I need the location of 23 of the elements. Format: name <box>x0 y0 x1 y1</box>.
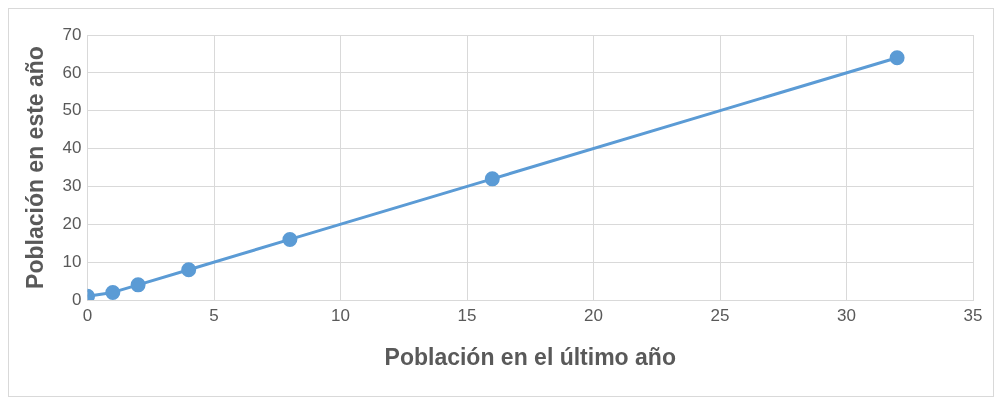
x-axis-title: Población en el último año <box>384 343 676 370</box>
point <box>282 231 298 247</box>
y-tick-label: 60 <box>62 62 82 82</box>
point <box>181 262 197 278</box>
x-tick-label: 10 <box>331 305 350 325</box>
x-tick-label: 15 <box>457 305 477 325</box>
y-tick-label: 20 <box>62 213 82 233</box>
point <box>105 284 121 300</box>
y-axis-title: Población en este año <box>22 46 49 289</box>
x-tick-label: 30 <box>837 305 856 325</box>
point <box>889 50 905 66</box>
y-tick-label: 0 <box>72 289 82 309</box>
y-tick-label: 30 <box>62 176 82 196</box>
x-tick-label: 35 <box>963 305 983 325</box>
x-tick-label: 20 <box>584 305 603 325</box>
y-tick-label: 10 <box>62 251 82 271</box>
point <box>484 171 500 187</box>
y-tick-label: 40 <box>62 138 82 158</box>
point <box>130 277 146 293</box>
y-tick-label: 70 <box>62 24 82 44</box>
x-tick-label: 25 <box>710 305 730 325</box>
y-tick-label: 50 <box>62 100 82 120</box>
x-tick-label: 5 <box>209 305 219 325</box>
